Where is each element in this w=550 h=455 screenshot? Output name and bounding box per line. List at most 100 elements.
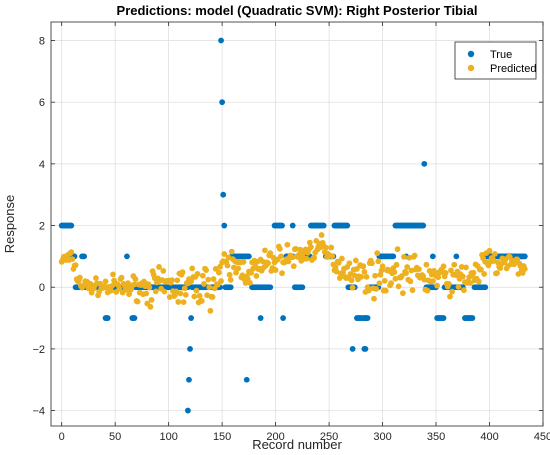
predicted-point xyxy=(203,267,209,273)
predicted-point xyxy=(421,276,428,283)
predicted-point xyxy=(478,266,484,273)
predicted-point xyxy=(463,264,469,271)
predicted-point xyxy=(194,271,201,277)
y-tick-label: 0 xyxy=(39,282,45,294)
predicted-point xyxy=(174,277,181,284)
predicted-point xyxy=(376,280,383,287)
predicted-point xyxy=(262,247,268,254)
legend-marker-true xyxy=(467,50,475,58)
predicted-point xyxy=(423,261,430,268)
true-point xyxy=(364,315,371,321)
legend-label-true: True xyxy=(490,49,512,61)
predicted-point xyxy=(179,269,186,276)
predicted-point xyxy=(110,271,116,278)
predicted-point xyxy=(329,253,336,260)
true-point xyxy=(420,222,427,229)
predicted-point xyxy=(308,244,314,251)
predicted-point xyxy=(290,263,297,270)
predicted-point xyxy=(240,259,247,265)
predicted-point xyxy=(118,274,125,281)
predicted-point xyxy=(160,268,167,274)
true-point xyxy=(68,222,75,229)
true-point xyxy=(187,346,193,352)
x-tick-label: 250 xyxy=(320,431,338,443)
predicted-point xyxy=(451,261,458,268)
predicted-point xyxy=(447,293,453,300)
predicted-point xyxy=(442,270,449,276)
predicted-point xyxy=(460,287,467,294)
legend-marker-predicted xyxy=(467,64,475,72)
predicted-point xyxy=(455,283,462,290)
predicted-point xyxy=(152,288,159,295)
predicted-point xyxy=(143,290,150,297)
predicted-point xyxy=(395,283,402,290)
predicted-point xyxy=(459,273,466,280)
true-point xyxy=(185,407,191,414)
true-point xyxy=(186,376,192,383)
y-tick-label: 6 xyxy=(39,97,45,109)
predicted-point xyxy=(227,276,234,283)
true-point xyxy=(188,315,195,321)
predicted-point xyxy=(348,277,355,284)
x-tick-label: 100 xyxy=(159,431,177,443)
x-tick-label: 400 xyxy=(480,431,498,443)
predicted-point xyxy=(360,263,367,270)
predicted-point xyxy=(267,250,274,257)
predicted-point xyxy=(284,241,291,248)
x-tick-label: 50 xyxy=(109,431,121,443)
predicted-point xyxy=(147,303,154,310)
x-tick-label: 0 xyxy=(59,431,65,443)
predicted-point xyxy=(458,264,465,270)
predicted-point xyxy=(382,287,389,294)
predicted-point xyxy=(141,278,147,285)
x-tick-label: 300 xyxy=(373,431,391,443)
true-point xyxy=(257,315,264,321)
true-point xyxy=(289,222,296,229)
predicted-point xyxy=(156,264,162,270)
predicted-point xyxy=(354,266,360,272)
true-point xyxy=(429,253,436,260)
true-point xyxy=(280,315,286,321)
predicted-point xyxy=(467,280,474,287)
predicted-point xyxy=(363,273,370,280)
predicted-point xyxy=(349,284,356,291)
true-point xyxy=(131,315,138,321)
predicted-point xyxy=(235,265,242,272)
true-point xyxy=(220,191,227,198)
predicted-point xyxy=(424,287,431,294)
predicted-point xyxy=(193,287,200,294)
predicted-point xyxy=(435,274,442,281)
predicted-point xyxy=(339,255,345,262)
true-point xyxy=(469,315,476,321)
predicted-point xyxy=(373,286,380,292)
predicted-point xyxy=(403,270,409,276)
predicted-point xyxy=(188,278,195,285)
predicted-point xyxy=(494,270,500,276)
predicted-point xyxy=(201,281,207,287)
y-axis-label: Response xyxy=(2,195,17,254)
predicted-point xyxy=(336,275,343,282)
predicted-point xyxy=(116,285,123,292)
ticks: 0 50 100 150 200 250 300 350 400 450 −4 −2 0 2 4 6 8 xyxy=(32,22,550,443)
predicted-point xyxy=(189,265,196,272)
predicted-point xyxy=(374,250,381,257)
predicted-point xyxy=(199,272,206,279)
y-tick-label: −2 xyxy=(32,344,45,356)
predicted-point xyxy=(358,273,365,280)
predicted-point xyxy=(399,290,406,297)
series-predicted xyxy=(58,232,528,314)
predicted-point xyxy=(253,273,260,279)
predicted-point xyxy=(265,260,272,267)
predicted-point xyxy=(491,250,498,257)
legend-box xyxy=(454,41,537,80)
true-point xyxy=(440,315,447,321)
plot-area xyxy=(51,22,543,426)
x-tick-label: 450 xyxy=(534,431,550,443)
predicted-point xyxy=(391,269,398,276)
predicted-point xyxy=(207,307,214,314)
predicted-point xyxy=(401,253,407,260)
true-point xyxy=(267,284,274,291)
y-tick-label: 8 xyxy=(39,36,45,48)
predicted-point xyxy=(371,295,377,302)
